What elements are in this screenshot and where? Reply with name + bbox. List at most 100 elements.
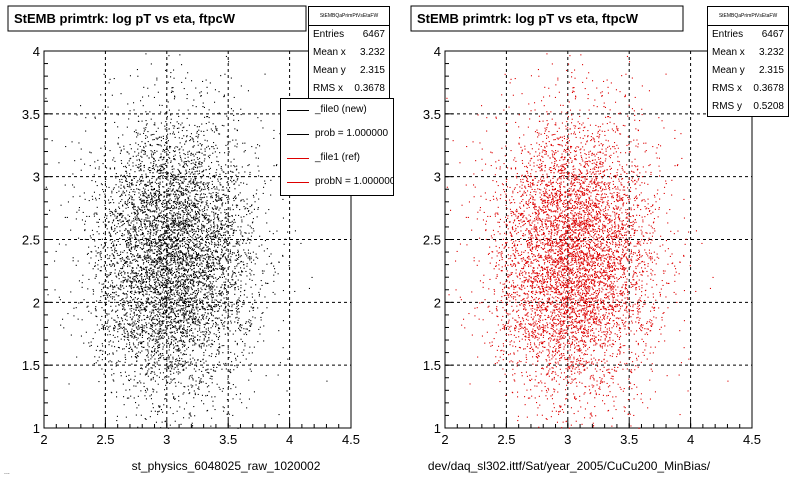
data-point <box>220 319 222 321</box>
data-point <box>222 234 224 236</box>
data-point <box>235 307 237 309</box>
data-point <box>139 300 141 302</box>
data-point <box>126 261 128 263</box>
data-point <box>177 218 179 220</box>
data-point <box>230 77 232 79</box>
data-point <box>149 362 151 364</box>
data-point <box>144 226 146 228</box>
data-point <box>198 377 200 379</box>
data-point <box>139 219 141 221</box>
data-point <box>202 211 204 213</box>
data-point <box>104 196 106 198</box>
data-point <box>224 152 226 154</box>
data-point <box>72 184 74 186</box>
data-point <box>175 266 177 268</box>
data-point <box>195 199 197 201</box>
data-point <box>112 254 114 256</box>
data-point <box>141 273 143 275</box>
data-point <box>165 358 167 360</box>
data-point <box>240 284 242 286</box>
data-point <box>179 296 181 298</box>
data-point <box>163 233 165 235</box>
data-point <box>242 242 244 244</box>
data-point <box>193 300 195 302</box>
data-point <box>175 280 177 282</box>
data-point <box>246 214 248 216</box>
data-point <box>159 183 161 185</box>
data-point <box>218 386 220 388</box>
data-point <box>144 188 146 190</box>
data-point <box>193 276 195 278</box>
data-point <box>274 271 276 273</box>
data-point <box>227 232 229 234</box>
data-point <box>126 343 128 345</box>
data-point <box>151 177 153 179</box>
data-point <box>259 145 261 147</box>
data-point <box>219 199 221 201</box>
data-point <box>178 115 180 117</box>
data-point <box>173 151 175 153</box>
data-point <box>112 245 114 247</box>
data-point <box>192 205 194 207</box>
data-point <box>254 263 256 265</box>
data-point <box>233 231 235 233</box>
data-point <box>182 266 184 268</box>
data-point <box>128 397 130 399</box>
data-point <box>164 284 166 286</box>
data-point <box>145 308 147 310</box>
data-point <box>210 220 212 222</box>
data-point <box>193 233 195 235</box>
data-point <box>161 234 163 236</box>
data-point <box>112 296 114 298</box>
data-point <box>133 280 135 282</box>
data-point <box>277 273 279 275</box>
data-point <box>169 186 171 188</box>
data-point <box>155 261 157 263</box>
data-point <box>122 266 124 268</box>
data-point <box>155 228 157 230</box>
data-point <box>151 211 153 213</box>
data-point <box>176 291 178 293</box>
data-point <box>213 234 215 236</box>
data-point <box>213 366 215 368</box>
data-point <box>196 308 198 310</box>
data-point <box>177 286 179 288</box>
data-point <box>217 318 219 320</box>
data-point <box>231 361 233 363</box>
data-point <box>172 188 174 190</box>
data-point <box>177 182 179 184</box>
data-point <box>121 271 123 273</box>
data-point <box>172 150 174 152</box>
data-point <box>210 233 212 235</box>
data-point <box>172 282 174 284</box>
data-point <box>159 300 161 302</box>
data-point <box>174 285 176 287</box>
data-point <box>131 267 133 269</box>
data-point <box>258 295 260 297</box>
data-point <box>195 259 197 261</box>
data-point <box>116 350 118 352</box>
data-point <box>232 333 234 335</box>
data-point <box>186 222 188 224</box>
data-point <box>207 329 209 331</box>
data-point <box>62 318 64 320</box>
data-point <box>153 210 155 212</box>
data-point <box>137 337 139 339</box>
data-point <box>128 258 130 260</box>
data-point <box>188 276 190 278</box>
data-point <box>168 183 170 185</box>
data-point <box>179 340 181 342</box>
data-point <box>130 273 132 275</box>
data-point <box>112 286 114 288</box>
data-point <box>160 251 162 253</box>
data-point <box>186 206 188 208</box>
data-point <box>203 362 205 364</box>
data-point <box>185 207 187 209</box>
data-point <box>198 241 200 243</box>
data-point <box>156 205 158 207</box>
data-point <box>196 184 198 186</box>
data-point <box>221 390 223 392</box>
data-point <box>192 139 194 141</box>
data-point <box>199 248 201 250</box>
data-point <box>127 151 129 153</box>
